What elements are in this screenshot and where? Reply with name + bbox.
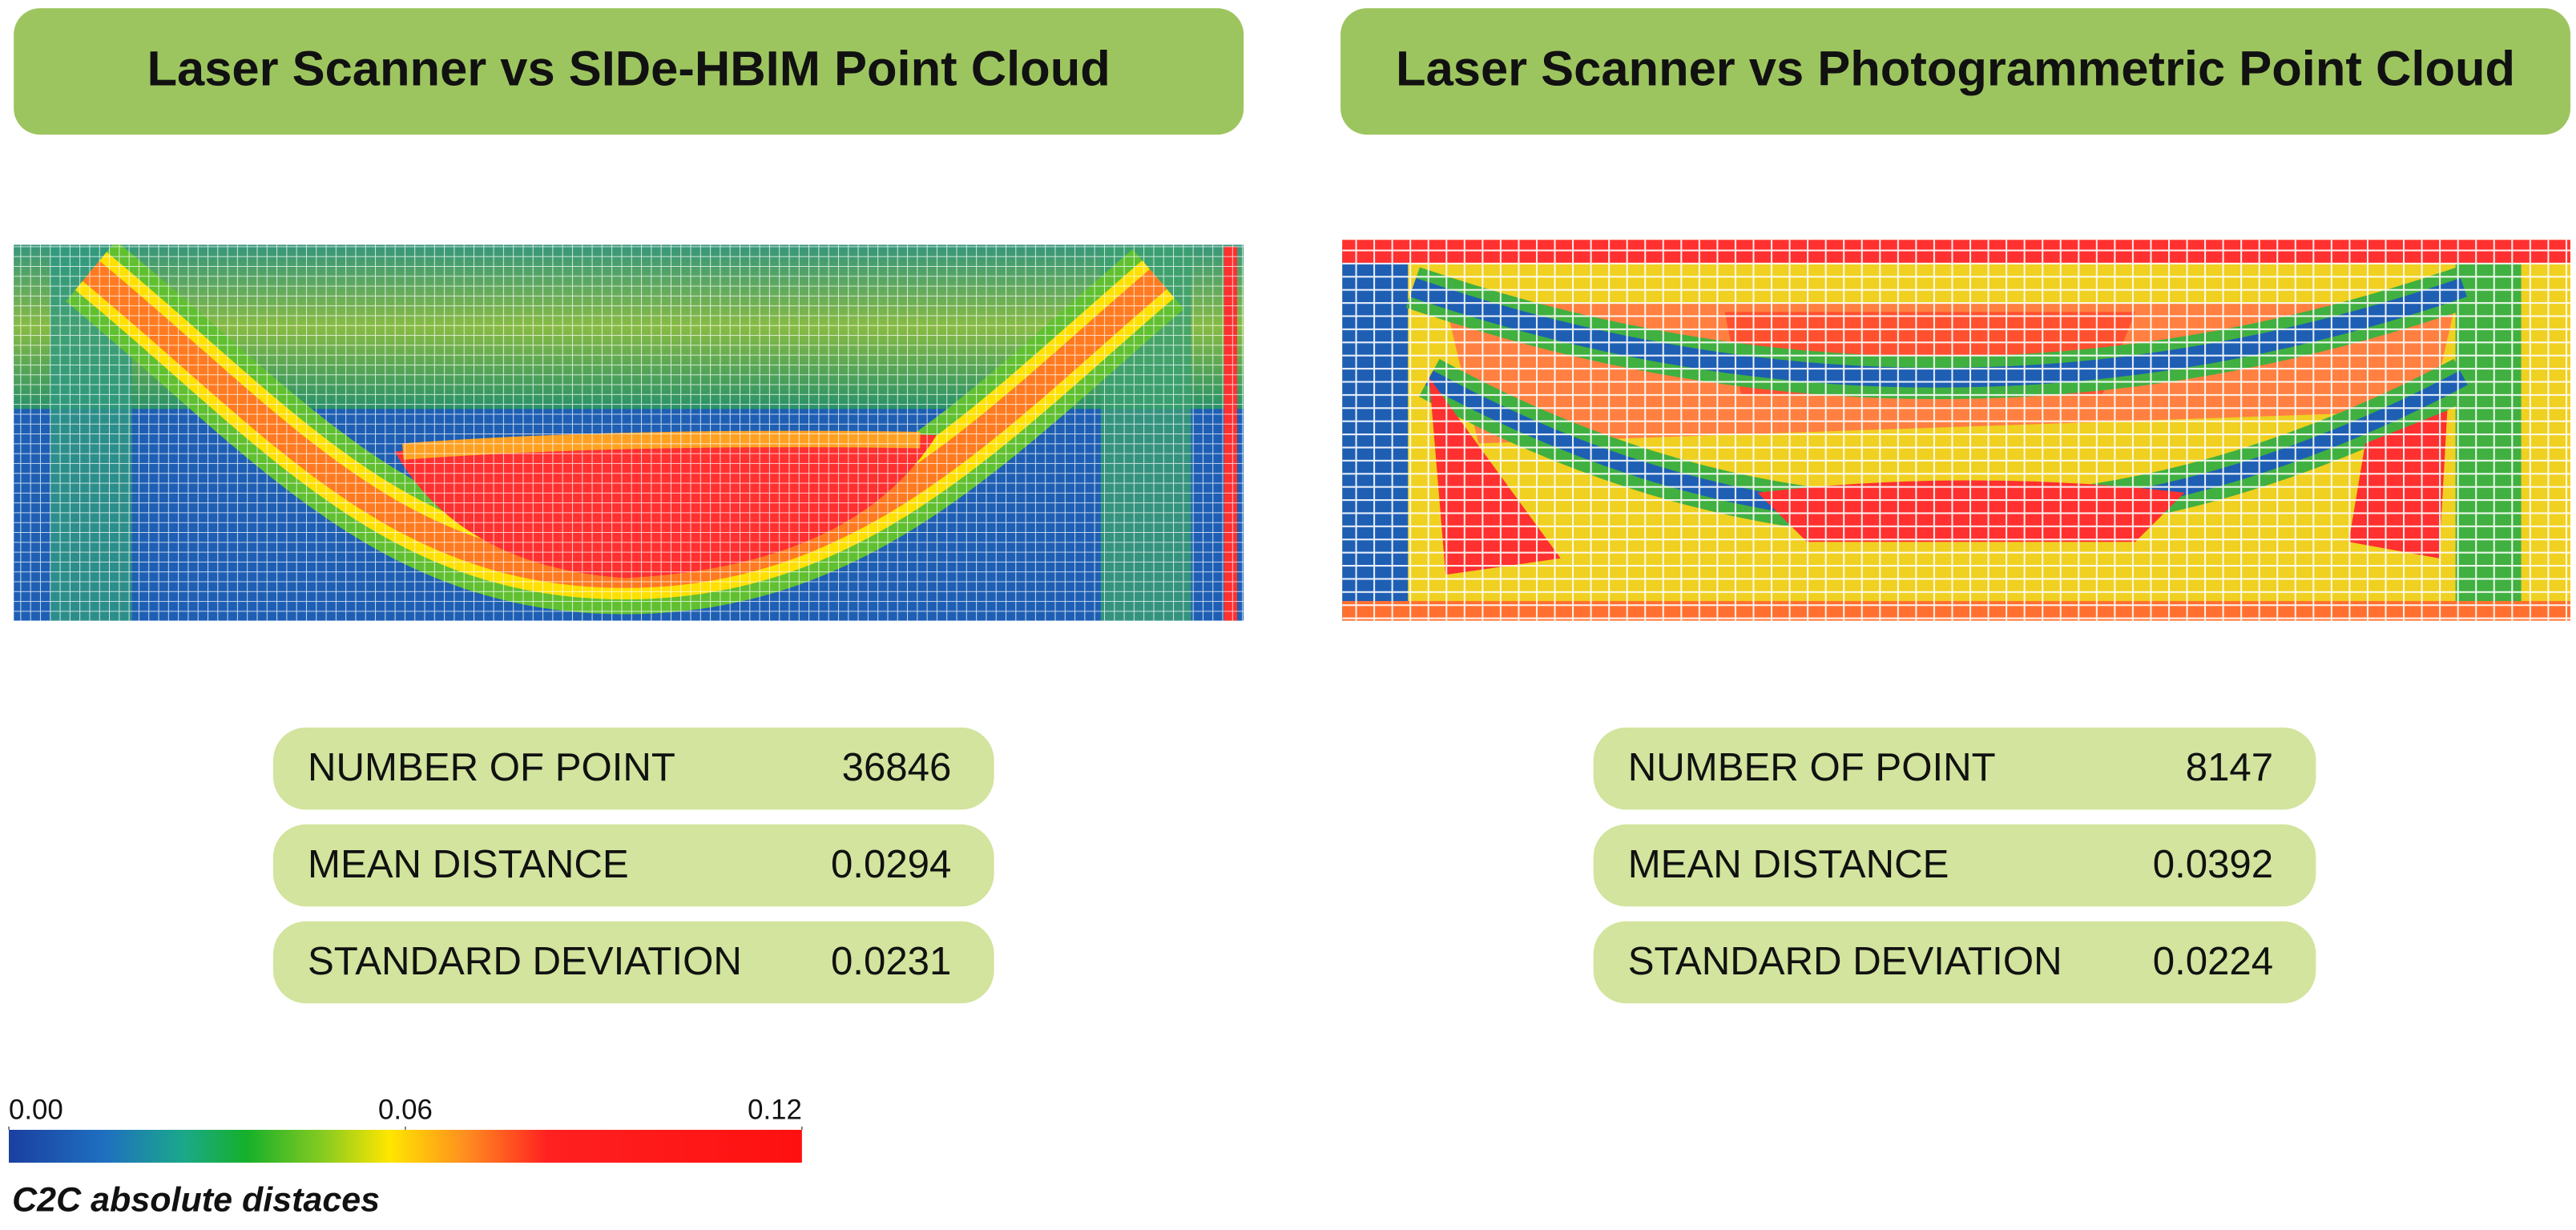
stat-row: [1593, 921, 2316, 1004]
title-box: [1340, 8, 2571, 135]
colorbar-caption: C2C absolute distaces: [12, 1181, 380, 1220]
heatmap-left: [14, 244, 1244, 621]
stat-label: STANDARD DEVIATION: [1628, 939, 2062, 983]
stat-value: 0.0231: [831, 939, 951, 983]
panel-title: Laser Scanner vs Photogrammetric Point C…: [1396, 41, 2515, 96]
stat-row: [1593, 824, 2316, 907]
stat-row: [272, 727, 994, 810]
stat-label: NUMBER OF POINT: [1628, 745, 1996, 789]
panel-title: Laser Scanner vs SIDe-HBIM Point Cloud: [147, 41, 1111, 96]
stat-label: MEAN DISTANCE: [1628, 842, 1949, 886]
heatmap-right: [1342, 240, 2571, 621]
title-box: [14, 8, 1244, 135]
stat-label: MEAN DISTANCE: [308, 842, 629, 886]
stat-value: 0.0224: [2153, 939, 2273, 983]
stat-row: [272, 921, 994, 1004]
stat-value: 0.0294: [831, 842, 951, 886]
stat-row: [272, 824, 994, 907]
stat-row: [1593, 727, 2316, 810]
stat-label: NUMBER OF POINT: [308, 745, 675, 789]
colorbar-tick-label: 0.06: [378, 1095, 433, 1126]
stat-value: 8147: [2186, 745, 2273, 789]
colorbar-tick-label: 0.00: [9, 1095, 63, 1126]
colorbar-tick-label: 0.12: [748, 1095, 802, 1126]
stat-value: 36846: [842, 745, 952, 789]
colorbar: [9, 1129, 802, 1163]
stat-label: STANDARD DEVIATION: [308, 939, 742, 983]
stat-value: 0.0392: [2153, 842, 2273, 886]
